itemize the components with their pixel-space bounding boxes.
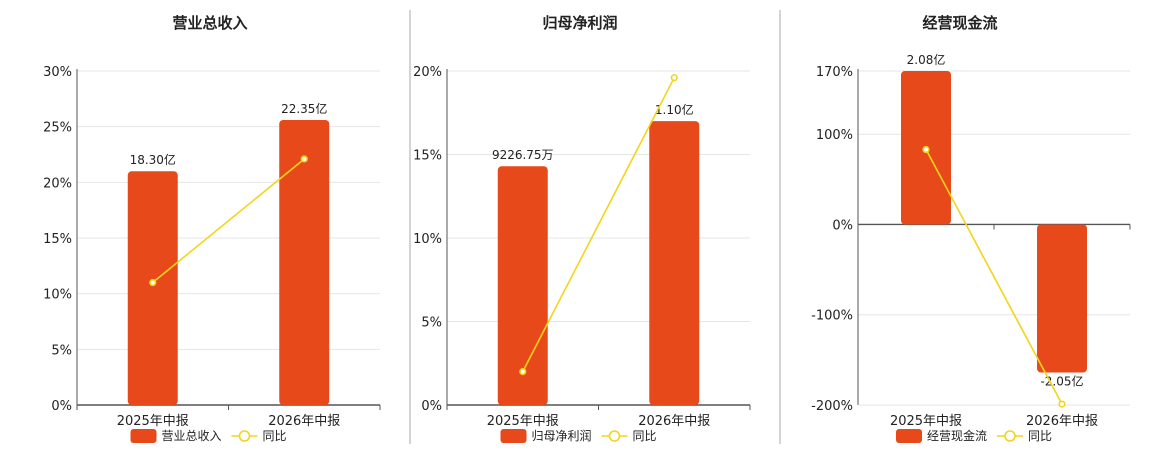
panel3-ytick-4: 170% — [816, 65, 853, 80]
panel1-yoy-line — [152, 158, 305, 284]
panel1-ytick-6: 30% — [43, 65, 72, 80]
panel1-yoy-point-0 — [149, 278, 157, 287]
panel3-ytick-3: 100% — [816, 128, 853, 143]
panel3-yoy-line — [925, 149, 1063, 405]
panel1-ytick-0: 0% — [51, 399, 72, 414]
panel2-yoy-line — [522, 77, 675, 372]
panel1-category-label-0: 2025年中报 — [117, 414, 189, 429]
panel3-ytick-1: -100% — [811, 309, 853, 324]
panel1-ytick-3: 15% — [43, 232, 72, 247]
panel3-category-label-1: 2026年中报 — [1026, 414, 1098, 429]
panel3-legend-bar-swatch — [896, 429, 922, 443]
panel2-ytick-3: 15% — [413, 149, 442, 164]
panel3-yoy-point-1 — [1058, 400, 1066, 408]
panel3-category-label-0: 2025年中报 — [890, 414, 962, 429]
panel2-bar-1 — [649, 121, 700, 405]
panel1-bar-label-0: 18.30亿 — [130, 152, 176, 167]
panel1-yoy-point-1 — [300, 155, 308, 163]
panel2-ytick-2: 10% — [413, 232, 442, 247]
panel2-bar-0 — [497, 166, 548, 405]
panel1-bar-1 — [279, 119, 330, 405]
panel2-legend-bar-swatch — [500, 429, 527, 443]
panel1-title: 营业总收入 — [172, 14, 247, 32]
panel1-legend-line-label: 同比 — [263, 429, 287, 443]
panel2-ytick-1: 5% — [421, 316, 442, 331]
panel3-ytick-0: -200% — [811, 399, 853, 414]
panel3-yoy-point-0 — [922, 145, 930, 154]
panel1-bar-label-1: 22.35亿 — [281, 101, 327, 116]
panel3-legend-line-marker — [1004, 430, 1016, 442]
panel2-title: 归母净利润 — [542, 14, 617, 32]
panel3-legend-line-label: 同比 — [1028, 429, 1052, 443]
panel3-bar-1 — [1037, 224, 1087, 373]
panel1-bar-0 — [127, 171, 178, 405]
panel1-legend-line-marker — [238, 430, 251, 442]
panel3-bar-label-0: 2.08亿 — [907, 52, 946, 67]
panel2-ytick-4: 20% — [413, 65, 442, 80]
panel2-category-label-1: 2026年中报 — [638, 414, 710, 429]
panel3-title: 经营现金流 — [922, 14, 997, 32]
panel1-ytick-4: 20% — [43, 176, 72, 191]
panel2-yoy-point-1 — [670, 74, 678, 82]
panel1-legend-bar-swatch — [130, 429, 157, 443]
panel2-legend-bar-label: 归母净利润 — [532, 429, 592, 443]
panel2-bar-label-0: 9226.75万 — [492, 148, 554, 162]
panel2-ytick-0: 0% — [421, 399, 442, 414]
panel3-ytick-2: 0% — [832, 218, 853, 233]
panel2-category-label-0: 2025年中报 — [487, 414, 559, 429]
panel1-ytick-5: 25% — [43, 121, 72, 136]
panel1-ytick-1: 5% — [51, 343, 72, 358]
panel1-category-label-1: 2026年中报 — [268, 414, 340, 429]
panel2-yoy-point-0 — [519, 368, 527, 376]
panel2-legend-line-marker — [608, 430, 621, 442]
panel2-bar-label-1: 1.10亿 — [655, 102, 694, 117]
panel1-legend-bar-label: 营业总收入 — [162, 429, 222, 443]
panel2-legend-line-label: 同比 — [633, 429, 657, 443]
panel1-ytick-2: 10% — [43, 288, 72, 303]
panel3-legend-bar-label: 经营现金流 — [927, 428, 987, 443]
